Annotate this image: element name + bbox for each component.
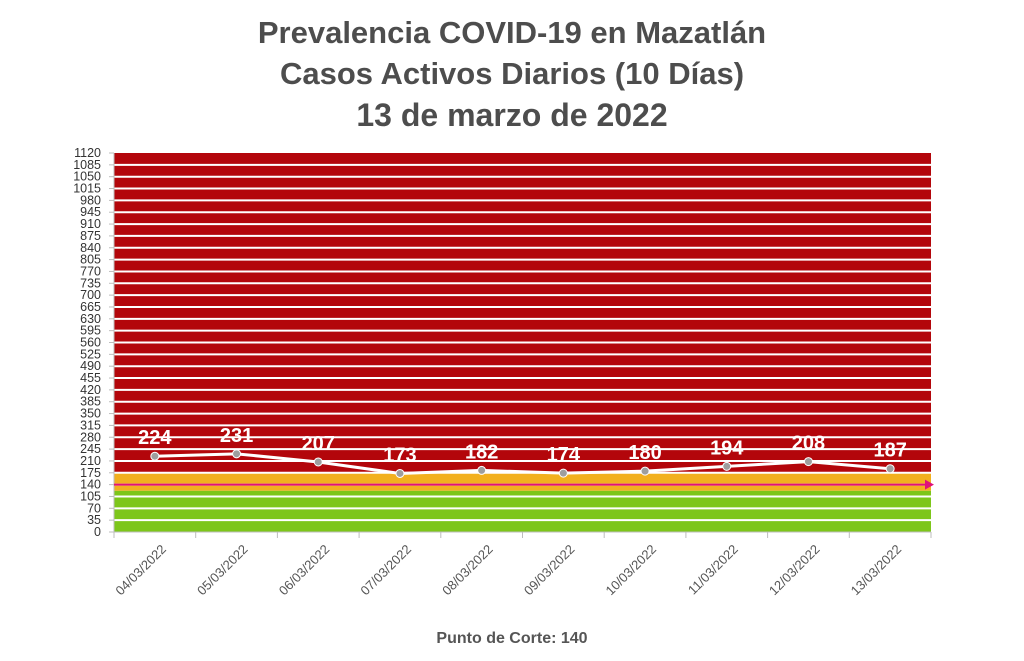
data-point bbox=[395, 468, 405, 478]
y-tick-label: 1085 bbox=[73, 158, 101, 172]
y-tick-label: 735 bbox=[80, 276, 101, 290]
cutoff-arrow-icon bbox=[925, 479, 934, 490]
data-label: 187 bbox=[873, 440, 906, 462]
y-tick-label: 0 bbox=[94, 525, 101, 539]
y-tick-label: 770 bbox=[80, 264, 101, 278]
line-chart: 0357010514017521024528031535038542045549… bbox=[73, 146, 934, 599]
chart-title-line-3: 13 de marzo de 2022 bbox=[356, 97, 668, 133]
y-tick-label: 630 bbox=[80, 312, 101, 326]
zone-band-0 bbox=[114, 490, 931, 532]
y-tick-label: 560 bbox=[80, 336, 101, 350]
y-tick-label: 105 bbox=[80, 489, 101, 503]
y-tick-label: 1120 bbox=[74, 146, 101, 160]
data-label: 207 bbox=[302, 433, 335, 455]
y-tick-label: 875 bbox=[80, 229, 101, 243]
data-label: 208 bbox=[792, 433, 825, 455]
y-tick-label: 140 bbox=[80, 478, 101, 492]
x-tick-label: 09/03/2022 bbox=[521, 542, 578, 599]
x-tick-label: 10/03/2022 bbox=[603, 542, 660, 599]
y-tick-label: 525 bbox=[80, 347, 101, 361]
series-line bbox=[154, 452, 891, 475]
y-tick-label: 420 bbox=[80, 383, 101, 397]
y-tick-label: 245 bbox=[80, 442, 101, 456]
x-tick-label: 12/03/2022 bbox=[766, 542, 823, 599]
zone-band-2 bbox=[114, 153, 931, 473]
data-label: 173 bbox=[383, 444, 416, 466]
y-tick-label: 665 bbox=[80, 300, 101, 314]
data-point bbox=[885, 464, 895, 474]
y-tick-label: 350 bbox=[80, 407, 101, 421]
x-tick-label: 04/03/2022 bbox=[112, 542, 169, 599]
data-label: 194 bbox=[710, 437, 744, 459]
y-tick-label: 175 bbox=[80, 466, 101, 480]
y-tick-label: 700 bbox=[80, 288, 101, 302]
y-tick-label: 280 bbox=[80, 430, 101, 444]
x-tick-label: 08/03/2022 bbox=[439, 542, 496, 599]
data-point bbox=[313, 457, 323, 467]
y-tick-label: 805 bbox=[80, 253, 101, 267]
data-point bbox=[640, 466, 650, 476]
data-point bbox=[150, 451, 160, 461]
x-tick-label: 07/03/2022 bbox=[357, 542, 414, 599]
x-tick-label: 05/03/2022 bbox=[194, 542, 251, 599]
y-tick-label: 980 bbox=[80, 193, 101, 207]
y-tick-label: 315 bbox=[80, 418, 101, 432]
y-tick-label: 35 bbox=[87, 513, 101, 527]
data-label: 180 bbox=[628, 442, 661, 464]
data-point bbox=[803, 457, 813, 467]
data-label: 182 bbox=[465, 441, 498, 463]
data-point bbox=[477, 465, 487, 475]
data-point bbox=[722, 461, 732, 471]
y-tick-label: 945 bbox=[80, 205, 101, 219]
data-label: 174 bbox=[547, 444, 581, 466]
y-tick-label: 595 bbox=[80, 324, 101, 338]
x-tick-label: 13/03/2022 bbox=[848, 542, 905, 599]
chart-title-line-1: Prevalencia COVID-19 en Mazatlán bbox=[257, 15, 767, 50]
data-label: 231 bbox=[220, 425, 253, 447]
x-tick-label: 06/03/2022 bbox=[276, 542, 333, 599]
y-tick-label: 70 bbox=[87, 501, 101, 515]
data-label: 224 bbox=[138, 427, 172, 449]
zone-band-1 bbox=[114, 472, 931, 491]
y-tick-label: 910 bbox=[80, 217, 101, 231]
y-tick-label: 840 bbox=[80, 241, 101, 255]
chart-title-line-2: Casos Activos Diarios (10 Días) bbox=[279, 56, 745, 91]
cutoff-footnote: Punto de Corte: 140 bbox=[436, 630, 588, 647]
y-tick-label: 1050 bbox=[73, 170, 101, 184]
x-tick-label: 11/03/2022 bbox=[685, 542, 741, 598]
y-tick-label: 1015 bbox=[73, 182, 101, 196]
y-tick-label: 210 bbox=[80, 454, 101, 468]
data-point bbox=[232, 449, 242, 459]
y-tick-label: 455 bbox=[80, 371, 101, 385]
y-tick-label: 490 bbox=[80, 359, 101, 373]
data-point bbox=[558, 468, 568, 478]
y-tick-label: 385 bbox=[80, 395, 101, 409]
